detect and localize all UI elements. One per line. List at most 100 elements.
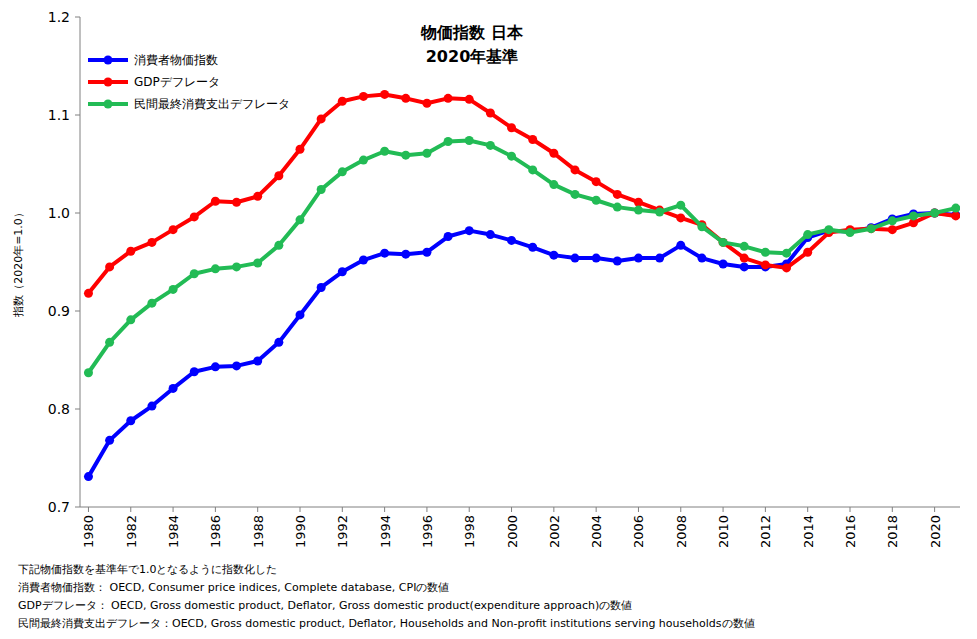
series-marker — [359, 256, 368, 265]
x-tick — [934, 507, 935, 512]
series-marker — [528, 165, 537, 174]
series-marker — [528, 135, 537, 144]
series-marker — [697, 222, 706, 231]
y-tick-label: 0.8 — [48, 401, 70, 417]
series-marker — [338, 167, 347, 176]
series-marker — [571, 165, 580, 174]
x-tick-label: 2018 — [885, 515, 900, 548]
series-marker — [740, 242, 749, 251]
series-marker — [909, 211, 918, 220]
series-marker — [888, 216, 897, 225]
series-marker — [232, 361, 241, 370]
series-marker — [465, 226, 474, 235]
series-marker — [338, 97, 347, 106]
series-marker — [274, 338, 283, 347]
y-tick — [75, 507, 80, 508]
series-marker — [253, 258, 262, 267]
series-marker — [169, 225, 178, 234]
series-marker — [634, 198, 643, 207]
series-marker — [274, 241, 283, 250]
series-marker — [465, 95, 474, 104]
series-marker — [274, 171, 283, 180]
series-marker — [211, 197, 220, 206]
series-marker — [359, 92, 368, 101]
x-tick — [850, 507, 851, 512]
series-marker — [338, 267, 347, 276]
x-tick — [807, 507, 808, 512]
series-marker — [930, 209, 939, 218]
series-marker — [169, 384, 178, 393]
series-marker — [126, 416, 135, 425]
y-tick — [75, 409, 80, 410]
series-marker — [592, 254, 601, 263]
x-tick-label: 1996 — [420, 515, 435, 548]
series-marker — [613, 203, 622, 212]
series-marker — [401, 94, 410, 103]
series-marker — [761, 260, 770, 269]
x-tick-label: 1988 — [251, 515, 266, 548]
series-marker — [380, 147, 389, 156]
x-tick — [892, 507, 893, 512]
series-marker — [697, 254, 706, 263]
series-marker — [930, 209, 939, 218]
series-marker — [486, 141, 495, 150]
series-marker — [930, 209, 939, 218]
note: 下記物価指数を基準年で1.0となるように指数化した — [18, 563, 278, 576]
series-marker — [126, 247, 135, 256]
series-marker — [84, 289, 93, 298]
series-marker — [719, 238, 728, 247]
series-marker — [105, 436, 114, 445]
series-marker — [549, 251, 558, 260]
x-tick-label: 2008 — [674, 515, 689, 548]
y-tick — [75, 115, 80, 116]
series-marker — [888, 225, 897, 234]
series-marker — [782, 249, 791, 258]
series-marker — [634, 206, 643, 215]
series-marker — [359, 156, 368, 165]
x-tick-label: 2016 — [843, 515, 858, 548]
x-tick — [215, 507, 216, 512]
series-marker — [211, 362, 220, 371]
series-marker — [676, 201, 685, 210]
series-marker — [592, 177, 601, 186]
series-marker — [951, 211, 960, 220]
series-group — [84, 90, 960, 481]
chart-title: 物価指数 日本 — [420, 23, 524, 42]
x-tick — [723, 507, 724, 512]
series-marker — [655, 208, 664, 217]
series-marker — [782, 263, 791, 272]
series-marker — [444, 232, 453, 241]
series-marker — [253, 356, 262, 365]
series-marker — [719, 259, 728, 268]
series-marker — [803, 248, 812, 257]
series-marker — [613, 257, 622, 266]
y-tick — [75, 17, 80, 18]
series-line — [88, 213, 955, 477]
series-marker — [486, 230, 495, 239]
x-tick-label: 1982 — [124, 515, 139, 548]
x-tick-label: 1986 — [208, 515, 223, 548]
series-marker — [253, 192, 262, 201]
legend-label: 消費者物価指数 — [134, 53, 218, 67]
series-marker — [126, 315, 135, 324]
legend-label: 民間最終消費支出デフレータ — [134, 97, 290, 111]
legend-marker — [104, 100, 113, 109]
series-marker — [444, 94, 453, 103]
series-marker — [296, 215, 305, 224]
series-marker — [719, 238, 728, 247]
x-tick — [638, 507, 639, 512]
series-marker — [84, 368, 93, 377]
series-marker — [824, 225, 833, 234]
y-axis-line — [80, 17, 81, 507]
series-marker — [147, 238, 156, 247]
legend-label: GDPデフレータ — [134, 75, 220, 89]
y-tick-label: 1.1 — [48, 107, 70, 123]
series-marker — [296, 145, 305, 154]
y-tick-label: 1.2 — [48, 9, 70, 25]
series-marker — [634, 254, 643, 263]
series-line — [88, 140, 955, 372]
y-tick — [75, 311, 80, 312]
series-marker — [105, 262, 114, 271]
series-marker — [296, 310, 305, 319]
series-marker — [105, 338, 114, 347]
